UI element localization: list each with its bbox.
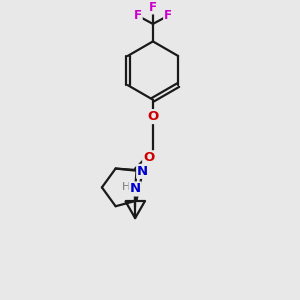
Text: F: F — [134, 9, 142, 22]
Text: N: N — [130, 182, 141, 196]
Text: H: H — [122, 182, 130, 192]
Text: F: F — [149, 1, 157, 13]
Text: F: F — [164, 9, 172, 22]
Text: O: O — [143, 151, 154, 164]
Text: N: N — [137, 165, 148, 178]
Text: O: O — [147, 110, 158, 123]
